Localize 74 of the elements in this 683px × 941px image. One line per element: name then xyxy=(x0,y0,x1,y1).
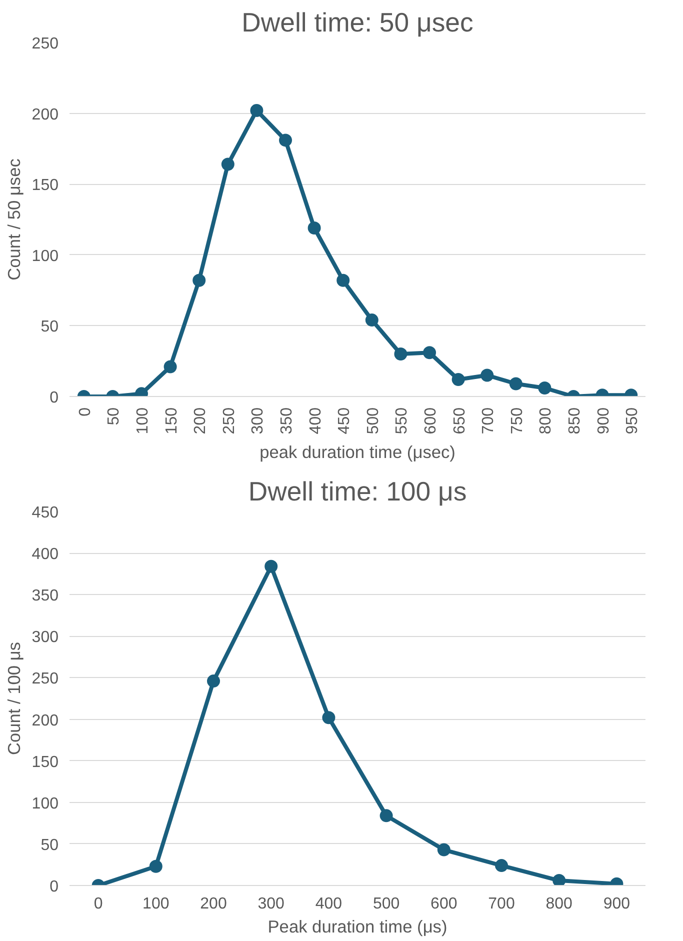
y-tick-label: 300 xyxy=(32,629,59,646)
y-tick-label: 200 xyxy=(32,712,59,730)
x-tick-label: 50 xyxy=(106,407,123,426)
point xyxy=(221,158,234,171)
point xyxy=(552,874,566,886)
point xyxy=(365,314,378,327)
y-axis-title: Count / 100 μs xyxy=(4,642,24,756)
x-tick-label: 450 xyxy=(336,407,354,434)
point xyxy=(423,346,436,360)
x-tick-label: 550 xyxy=(394,407,411,434)
y-tick-label: 150 xyxy=(32,177,59,194)
x-tick-label: 800 xyxy=(538,407,555,434)
x-axis-title: peak duration time (μsec) xyxy=(260,442,456,462)
y-tick-label: 0 xyxy=(50,878,59,896)
point xyxy=(149,860,162,873)
x-tick-label: 400 xyxy=(315,896,342,912)
point xyxy=(207,674,220,688)
point xyxy=(452,373,465,386)
x-tick-label: 100 xyxy=(142,896,170,912)
x-tick-label: 600 xyxy=(422,407,440,434)
point xyxy=(164,360,177,374)
x-tick-label: 100 xyxy=(134,407,152,434)
x-tick-label: 900 xyxy=(595,407,612,434)
point xyxy=(192,274,206,287)
point xyxy=(437,843,450,856)
y-tick-label: 50 xyxy=(40,318,59,336)
x-tick-label: 350 xyxy=(278,407,296,434)
x-tick-label: 150 xyxy=(163,407,180,434)
point xyxy=(480,368,494,382)
x-tick-label: 300 xyxy=(258,896,285,912)
x-tick-label: 500 xyxy=(364,407,382,434)
chart-title: Dwell time: 100 μs xyxy=(248,476,467,506)
y-tick-label: 0 xyxy=(50,390,59,406)
y-tick-label: 250 xyxy=(32,670,59,688)
x-tick-label: 300 xyxy=(250,407,267,434)
x-tick-label: 0 xyxy=(94,896,103,912)
point xyxy=(538,382,552,394)
point xyxy=(264,560,278,573)
point xyxy=(495,859,508,872)
x-tick-label: 850 xyxy=(566,407,584,434)
x-tick-label: 600 xyxy=(430,896,458,912)
x-tick-label: 750 xyxy=(508,407,526,434)
x-tick-label: 950 xyxy=(624,407,642,434)
x-tick-label: 200 xyxy=(192,407,210,434)
x-tick-label: 900 xyxy=(603,896,630,912)
point xyxy=(394,348,408,361)
y-tick-label: 250 xyxy=(32,36,59,52)
y-axis-title: Count / 50 μsec xyxy=(4,158,24,280)
point xyxy=(380,809,393,822)
x-tick-label: 0 xyxy=(76,407,94,416)
y-tick-label: 150 xyxy=(32,754,59,771)
point xyxy=(336,274,350,287)
point xyxy=(322,711,336,724)
point xyxy=(250,104,264,117)
y-tick-label: 100 xyxy=(32,795,59,812)
x-tick-label: 700 xyxy=(488,896,515,912)
x-tick-label: 200 xyxy=(200,896,227,912)
x-tick-label: 700 xyxy=(480,407,498,434)
x-tick-label: 500 xyxy=(372,896,400,912)
x-axis-title: Peak duration time (μs) xyxy=(268,916,448,936)
chart-title: Dwell time: 50 μsec xyxy=(242,8,474,38)
y-tick-label: 450 xyxy=(32,504,59,522)
x-tick-label: 800 xyxy=(546,896,573,912)
y-tick-label: 400 xyxy=(32,546,59,564)
y-tick-label: 200 xyxy=(32,106,59,124)
x-tick-label: 650 xyxy=(451,407,468,434)
x-tick-label: 250 xyxy=(220,407,238,434)
y-tick-label: 350 xyxy=(32,588,59,605)
point xyxy=(509,377,522,390)
point xyxy=(279,134,292,147)
x-tick-label: 400 xyxy=(307,407,324,434)
point xyxy=(308,222,321,234)
y-tick-label: 50 xyxy=(40,836,59,854)
y-tick-label: 100 xyxy=(32,248,59,265)
